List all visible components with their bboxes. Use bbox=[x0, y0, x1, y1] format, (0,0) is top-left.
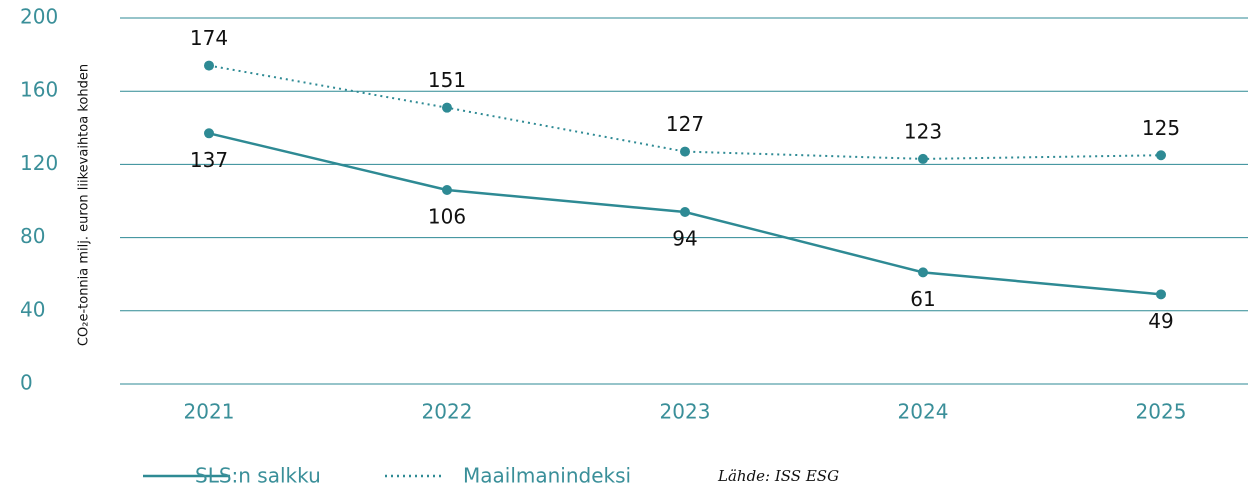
point bbox=[918, 153, 928, 164]
x-tick-label: 2022 bbox=[422, 400, 473, 424]
data-label: 125 bbox=[1142, 116, 1180, 140]
data-label: 123 bbox=[904, 119, 942, 143]
y-tick-label: 80 bbox=[20, 224, 45, 248]
data-label: 127 bbox=[666, 112, 704, 136]
y-tick-label: 200 bbox=[20, 5, 58, 29]
y-tick-label: 120 bbox=[20, 151, 58, 175]
data-label: 49 bbox=[1148, 309, 1173, 333]
y-tick-label: 160 bbox=[20, 78, 58, 102]
point bbox=[680, 206, 690, 217]
y-tick-label: 40 bbox=[20, 297, 45, 321]
y-axis-label: CO₂e-tonnia milj. euron liikevaihtoa koh… bbox=[77, 64, 92, 346]
point bbox=[680, 146, 690, 157]
x-tick-label: 2025 bbox=[1136, 400, 1187, 424]
data-label: 137 bbox=[190, 148, 228, 172]
source: Lähde: ISS ESG bbox=[717, 467, 839, 485]
x-tick-label: 2023 bbox=[660, 400, 711, 424]
legend-label: Maailmanindeksi bbox=[463, 464, 631, 488]
data-label: 61 bbox=[910, 287, 935, 311]
y-tick-label: 0 bbox=[20, 371, 33, 395]
point bbox=[918, 267, 928, 278]
data-label: 174 bbox=[190, 26, 228, 50]
point bbox=[1156, 150, 1166, 161]
point bbox=[442, 102, 452, 113]
point bbox=[1156, 289, 1166, 300]
point bbox=[442, 185, 452, 196]
point bbox=[204, 128, 214, 139]
legend-label: SLS:n salkku bbox=[195, 464, 321, 488]
data-label: 106 bbox=[428, 205, 466, 229]
x-tick-label: 2024 bbox=[898, 400, 949, 424]
data-label: 151 bbox=[428, 68, 466, 92]
point bbox=[204, 60, 214, 71]
x-tick-label: 2021 bbox=[184, 400, 235, 424]
data-label: 94 bbox=[672, 226, 697, 250]
